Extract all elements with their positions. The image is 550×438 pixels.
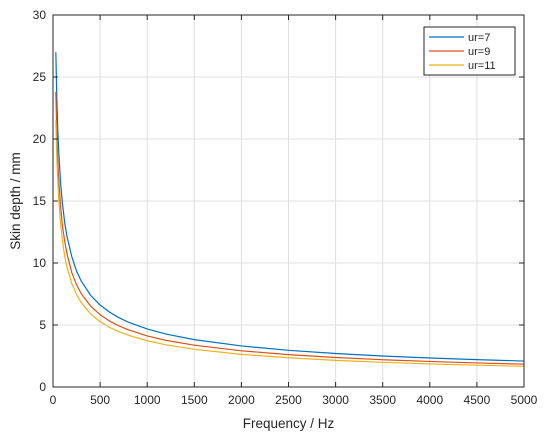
y-tick-label: 25 (33, 70, 47, 84)
x-tick-label: 0 (50, 393, 57, 407)
x-tick-label: 4500 (464, 393, 491, 407)
y-tick-label: 10 (33, 256, 47, 270)
series-line-ur-11 (55, 120, 525, 367)
legend: ur=7 ur=9 ur=11 (423, 26, 516, 76)
x-tick-label: 2500 (275, 393, 302, 407)
y-tick-label: 20 (33, 132, 47, 146)
legend-label: ur=9 (468, 46, 490, 58)
legend-label: ur=11 (468, 60, 496, 72)
axis-ticks: 0 500 1000 1500 2000 2500 3000 3500 4000 4500 5000… (33, 8, 538, 407)
x-tick-label: 4000 (416, 393, 443, 407)
series-lines (55, 52, 525, 367)
x-tick-label: 2000 (228, 393, 255, 407)
y-tick-label: 30 (33, 8, 47, 22)
y-axis-label: Skin depth / mm (8, 152, 23, 250)
y-tick-label: 5 (39, 318, 46, 332)
x-tick-label: 5000 (511, 393, 538, 407)
x-tick-label: 3500 (369, 393, 396, 407)
legend-label: ur=7 (468, 32, 490, 44)
x-tick-label: 500 (90, 393, 110, 407)
y-tick-label: 0 (39, 380, 46, 394)
y-tick-label: 15 (33, 194, 47, 208)
x-tick-label: 3000 (322, 393, 349, 407)
series-line-ur-9 (55, 91, 525, 365)
grid (53, 15, 524, 387)
x-tick-label: 1000 (134, 393, 161, 407)
x-tick-label: 1500 (181, 393, 208, 407)
x-axis-label: Frequency / Hz (243, 416, 335, 431)
series-line-ur-7 (55, 52, 525, 362)
